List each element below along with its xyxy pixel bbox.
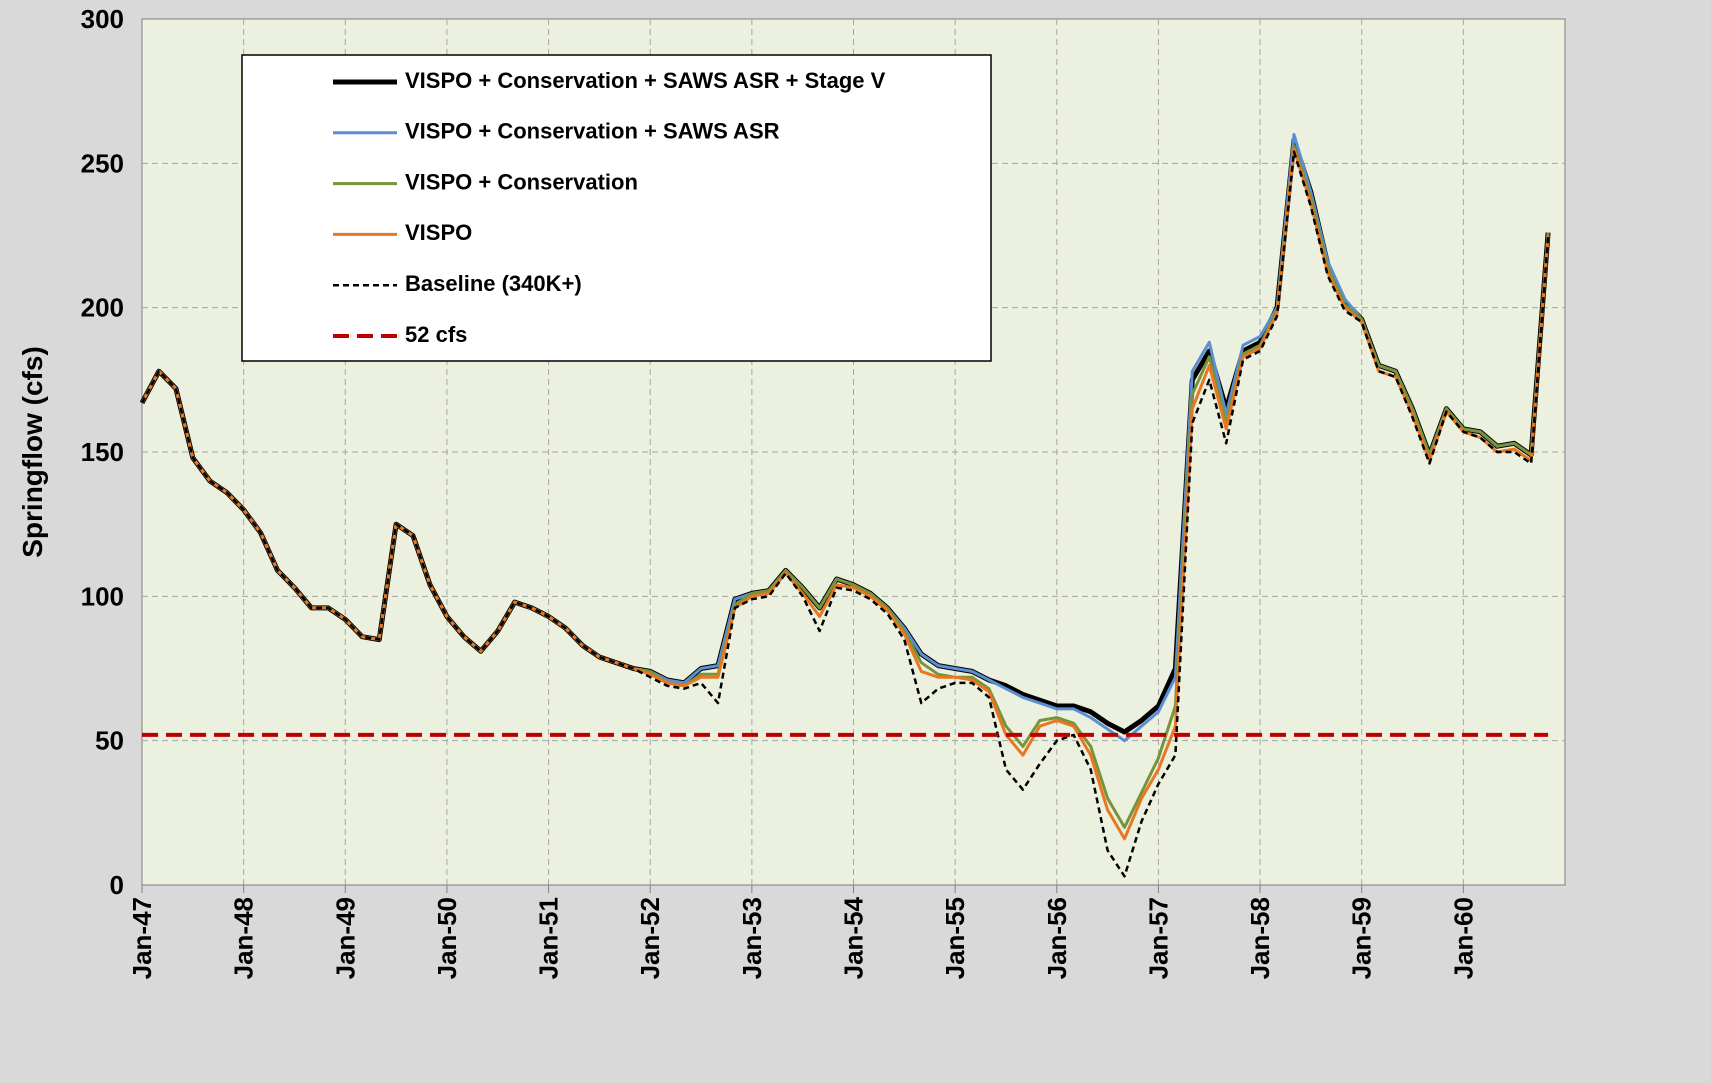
y-tick-label: 200 bbox=[81, 293, 124, 323]
y-axis-label: Springflow (cfs) bbox=[17, 346, 48, 558]
x-tick-label: Jan-60 bbox=[1448, 897, 1478, 979]
y-tick-label: 300 bbox=[81, 4, 124, 34]
y-tick-label: 100 bbox=[81, 581, 124, 611]
y-tick-label: 50 bbox=[95, 726, 124, 756]
x-tick-label: Jan-55 bbox=[940, 897, 970, 979]
x-tick-label: Jan-48 bbox=[229, 897, 259, 979]
x-tick-label: Jan-51 bbox=[534, 897, 564, 979]
y-tick-label: 250 bbox=[81, 148, 124, 178]
y-tick-label: 150 bbox=[81, 437, 124, 467]
x-tick-label: Jan-53 bbox=[737, 897, 767, 979]
x-tick-label: Jan-47 bbox=[127, 897, 157, 979]
x-tick-label: Jan-54 bbox=[839, 896, 869, 979]
x-tick-label: Jan-59 bbox=[1347, 897, 1377, 979]
legend-label: VISPO + Conservation bbox=[405, 169, 638, 194]
y-tick-label: 0 bbox=[110, 870, 124, 900]
series-line bbox=[140, 150, 1550, 878]
legend-label: VISPO + Conservation + SAWS ASR bbox=[405, 119, 780, 144]
x-tick-label: Jan-56 bbox=[1042, 897, 1072, 979]
legend-label: VISPO + Conservation + SAWS ASR + Stage … bbox=[405, 68, 886, 93]
legend-label: VISPO bbox=[405, 220, 472, 245]
x-tick-label: Jan-57 bbox=[1143, 897, 1173, 979]
x-tick-label: Jan-49 bbox=[330, 897, 360, 979]
x-tick-label: Jan-58 bbox=[1245, 897, 1275, 979]
legend-box bbox=[241, 54, 992, 362]
legend-label: 52 cfs bbox=[405, 322, 467, 347]
x-tick-label: Jan-52 bbox=[635, 897, 665, 979]
x-tick-label: Jan-50 bbox=[432, 897, 462, 979]
legend-label: Baseline (340K+) bbox=[405, 271, 582, 296]
